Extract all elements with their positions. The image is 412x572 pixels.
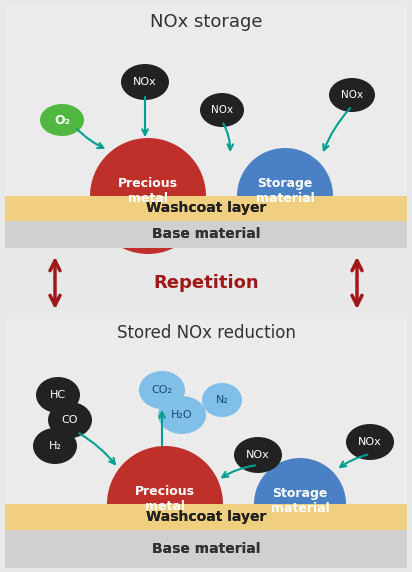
Text: NOx: NOx [341, 90, 363, 100]
Text: Washcoat layer: Washcoat layer [146, 510, 266, 524]
Text: Precious
metal: Precious metal [135, 485, 195, 513]
Ellipse shape [121, 64, 169, 100]
Circle shape [237, 148, 333, 244]
Text: Base material: Base material [152, 227, 260, 241]
Text: Washcoat layer: Washcoat layer [146, 201, 266, 215]
Ellipse shape [40, 104, 84, 136]
Text: H₂O: H₂O [171, 410, 193, 420]
Bar [5, 196, 407, 248]
Ellipse shape [200, 93, 244, 127]
Text: N₂: N₂ [215, 395, 228, 405]
Text: NOx: NOx [211, 105, 233, 115]
Text: CO: CO [62, 415, 78, 425]
Text: NOx storage: NOx storage [150, 13, 262, 31]
Text: HC: HC [50, 390, 66, 400]
Circle shape [107, 446, 223, 562]
Text: Repetition: Repetition [153, 274, 259, 292]
Text: Washcoat layer: Washcoat layer [146, 510, 266, 524]
Ellipse shape [48, 402, 92, 438]
Text: Base material: Base material [152, 542, 260, 556]
Ellipse shape [36, 377, 80, 413]
Ellipse shape [346, 424, 394, 460]
Text: Washcoat layer: Washcoat layer [146, 201, 266, 215]
Text: NOx: NOx [133, 77, 157, 87]
Bar [5, 221, 407, 248]
Circle shape [90, 138, 206, 254]
Bar [5, 530, 407, 568]
Bar [5, 221, 407, 248]
Text: H₂: H₂ [49, 441, 61, 451]
Bar [0, 248, 412, 318]
Ellipse shape [139, 371, 185, 409]
Bar [5, 504, 407, 568]
Bar [5, 196, 407, 221]
Bar [5, 530, 407, 568]
Text: O₂: O₂ [54, 113, 70, 126]
Text: NOx: NOx [246, 450, 270, 460]
Ellipse shape [158, 396, 206, 434]
Ellipse shape [329, 78, 375, 112]
Bar [5, 504, 407, 530]
Text: NOx: NOx [358, 437, 382, 447]
Text: Storage
material: Storage material [255, 177, 314, 205]
Circle shape [254, 458, 346, 550]
Bar [5, 5, 407, 248]
Ellipse shape [33, 428, 77, 464]
Text: Storage
material: Storage material [271, 487, 329, 515]
Ellipse shape [234, 437, 282, 473]
Text: Precious
metal: Precious metal [118, 177, 178, 205]
Bar [5, 318, 407, 568]
Text: Base material: Base material [152, 227, 260, 241]
Text: Stored NOx reduction: Stored NOx reduction [117, 324, 295, 342]
Ellipse shape [202, 383, 242, 417]
Text: CO₂: CO₂ [152, 385, 173, 395]
Text: Base material: Base material [152, 542, 260, 556]
